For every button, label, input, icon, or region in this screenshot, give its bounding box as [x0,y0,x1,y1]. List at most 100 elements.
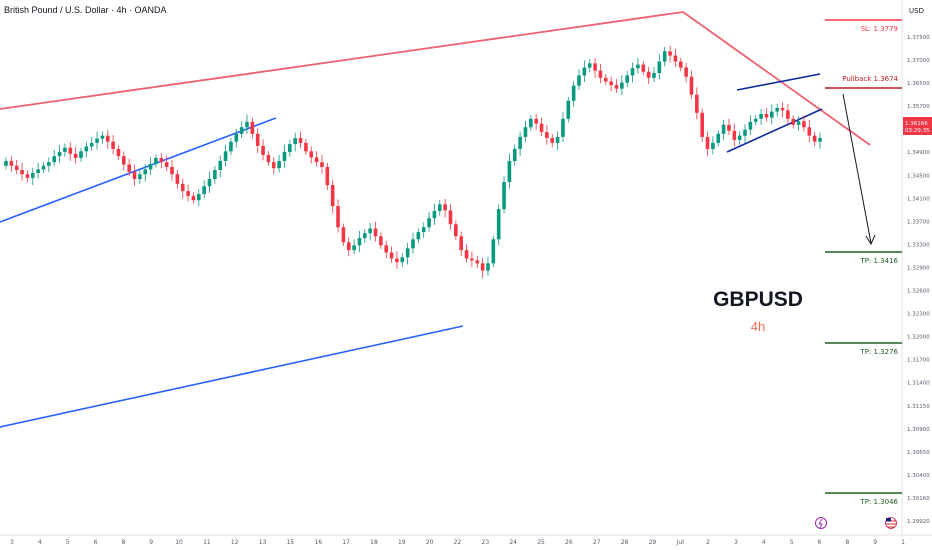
candle[interactable] [812,131,817,147]
candle[interactable] [368,223,372,241]
candle[interactable] [748,115,753,136]
candle[interactable] [475,256,480,269]
candle[interactable] [421,222,426,239]
candle[interactable] [737,131,742,145]
candle[interactable] [245,114,249,134]
candle[interactable] [732,123,737,147]
level-0[interactable]: SL: 1.3779 [825,19,902,33]
candle[interactable] [180,178,185,199]
candle[interactable] [41,162,46,174]
candle[interactable] [405,242,410,265]
candle[interactable] [138,170,142,184]
candle[interactable] [325,162,330,190]
candle[interactable] [105,130,110,149]
candle[interactable] [518,131,522,157]
blue-support-line-lower[interactable] [0,325,464,428]
candle[interactable] [352,239,356,255]
candle[interactable] [630,62,635,83]
candle[interactable] [695,87,699,120]
candle[interactable] [255,128,260,154]
candle[interactable] [684,62,688,83]
candle[interactable] [175,170,180,189]
candle[interactable] [443,198,447,218]
candle[interactable] [191,192,196,204]
candle[interactable] [266,151,271,166]
candle[interactable] [9,156,14,172]
candle[interactable] [555,131,560,151]
candle[interactable] [539,117,544,137]
candle[interactable] [47,157,51,172]
level-2[interactable]: TP: 1.3416 [825,251,902,265]
candle[interactable] [122,151,126,171]
candle[interactable] [363,229,367,243]
candle[interactable] [636,57,640,74]
candle[interactable] [753,115,758,126]
candle[interactable] [223,144,228,167]
candle[interactable] [143,163,148,182]
candle[interactable] [491,235,496,267]
candle[interactable] [802,115,806,132]
candle[interactable] [673,48,678,67]
candle[interactable] [603,74,608,86]
candle[interactable] [239,121,244,139]
candle[interactable] [100,131,105,144]
candle[interactable] [721,120,726,140]
candle[interactable] [454,220,458,240]
candle[interactable] [52,150,56,167]
candle[interactable] [770,104,774,125]
candle[interactable] [780,102,785,118]
candle[interactable] [357,230,362,252]
candle[interactable] [759,109,763,125]
candle[interactable] [689,70,694,99]
candle[interactable] [620,75,624,96]
candle[interactable] [384,240,389,259]
candle[interactable] [330,179,335,214]
candle[interactable] [25,170,30,183]
candle[interactable] [170,159,174,181]
candle[interactable] [662,47,667,67]
candle[interactable] [561,112,565,143]
candle[interactable] [700,108,704,142]
candle[interactable] [652,66,656,83]
candle[interactable] [577,69,581,90]
candle[interactable] [89,136,94,151]
candle[interactable] [207,171,212,193]
upper-red-channel-line[interactable] [0,11,684,110]
candle[interactable] [470,251,474,267]
candle[interactable] [545,124,549,145]
candle[interactable] [213,165,217,184]
lightning-icon[interactable] [815,517,827,529]
candle[interactable] [336,199,340,233]
candle[interactable] [486,256,490,277]
candles-group[interactable] [4,45,822,278]
candle[interactable] [288,139,292,157]
candle[interactable] [250,117,255,139]
candle[interactable] [282,144,287,168]
trend-lines[interactable] [0,11,876,428]
candle[interactable] [678,57,683,72]
descending-red-trendline[interactable] [682,11,871,146]
candle[interactable] [437,200,442,216]
wedge-upper-line[interactable] [736,73,821,91]
candle[interactable] [68,142,73,161]
candle[interactable] [668,45,672,63]
price-axis[interactable]: 1.375001.370001.365001.357001.353001.349… [907,35,930,525]
candle[interactable] [459,231,463,257]
price-levels[interactable]: SL: 1.3779 Pullback 1.3674 TP: 1.3416 TP: 1… [825,19,902,506]
candle[interactable] [550,133,555,148]
candle[interactable] [186,184,190,202]
candle[interactable] [587,59,592,73]
candle[interactable] [646,66,651,84]
candle[interactable] [298,131,303,149]
candle[interactable] [229,138,233,155]
candle[interactable] [480,257,485,278]
candle[interactable] [764,107,769,122]
candle[interactable] [582,60,587,83]
candle[interactable] [427,212,431,232]
candle[interactable] [598,63,603,84]
candle[interactable] [791,115,796,129]
projection-arrow-line[interactable] [842,93,872,244]
candle[interactable] [20,162,24,181]
